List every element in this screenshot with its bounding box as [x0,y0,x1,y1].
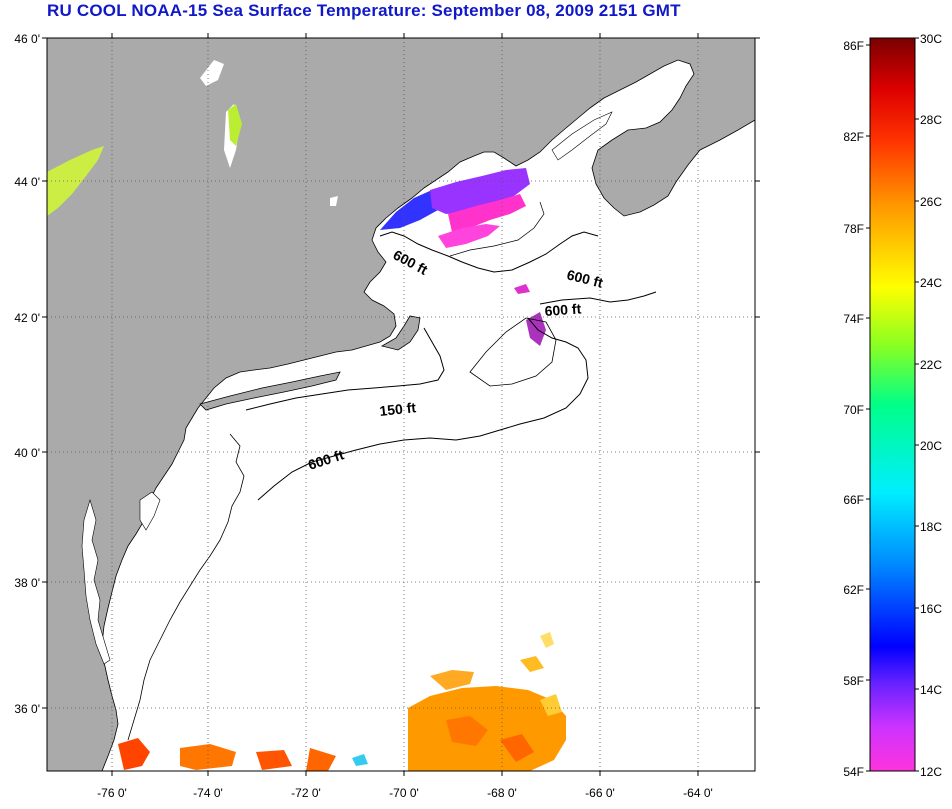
sst-patch-georges [526,312,546,346]
colorbar-label-f: 66F [843,493,864,507]
map-title: RU COOL NOAA-15 Sea Surface Temperature:… [47,1,681,20]
contour-line-600ft [539,291,657,305]
sst-patch-south [540,694,562,716]
colorbar-label-f: 82F [843,130,864,144]
lon-label: -68 0' [487,786,517,800]
lat-label: 46 0' [14,32,40,46]
colorbar-label-c: 26C [920,195,942,209]
contour-line-georges [469,317,557,387]
colorbar-label-f: 58F [843,674,864,688]
contour-line-600ft [379,231,599,273]
lake [200,60,224,86]
contour-line-gulf [449,201,545,257]
sst-patch-south [430,670,474,690]
colorbar-label-c: 14C [920,683,942,697]
lake [330,196,338,206]
colorbar-label-f: 86F [843,39,864,53]
colorbar-label-f: 54F [843,765,864,779]
lat-label: 40 0' [14,446,40,460]
sst-patch-gulf-of-maine [448,194,526,232]
sst-patch-gulf-of-maine [438,224,500,248]
sst-patch-south [180,744,236,770]
contour-line-coastal [127,433,245,741]
colorbar-label-c: 12C [920,765,942,779]
lat-label: 42 0' [14,311,40,325]
colorbar-label-c: 18C [920,520,942,534]
sst-patch-south [256,750,292,770]
delaware-bay [139,491,161,531]
axis-ticks [42,33,760,776]
contour-line-150ft [245,327,445,411]
lon-label: -64 0' [683,786,713,800]
colorbar [869,37,916,772]
land-mass [47,38,755,771]
colorbar-label-f: 62F [843,583,864,597]
long-island [199,371,341,411]
sst-patch-gulf-of-maine [380,190,446,230]
colorbar-label-f: 78F [843,222,864,236]
lon-label: -76 0' [97,786,127,800]
lon-label: -66 0' [585,786,615,800]
colorbar-label-c: 20C [920,439,942,453]
sst-patch-south [446,716,488,746]
colorbar-label-c: 24C [920,276,942,290]
sst-patch-south [540,632,554,648]
map-frame [46,37,756,772]
lon-label: -74 0' [193,786,223,800]
colorbar-ticks [866,37,919,772]
chesapeake-bay [81,498,111,665]
sst-patch-south [520,656,544,672]
colorbar-label-c: 30C [920,32,942,46]
contour-label: 600 ft [544,300,582,319]
colorbar-label-c: 22C [920,358,942,372]
cape-cod [380,315,421,351]
lat-label: 38 0' [14,576,40,590]
sst-patch-lake [228,104,242,146]
lat-label: 36 0' [14,702,40,716]
sst-patch-south [118,738,150,770]
sst-patch-south [306,748,336,771]
colorbar-label-c: 16C [920,602,942,616]
sst-patch-georges [514,284,530,294]
sst-patch-south [352,754,368,766]
lon-label: -72 0' [291,786,321,800]
sst-patch-south [500,734,534,762]
colorbar-label-f: 74F [843,312,864,326]
contour-label: 150 ft [379,399,417,419]
lon-label: -70 0' [389,786,419,800]
contour-line-600ft [257,317,589,501]
bay-of-fundy [551,111,613,161]
colorbar-label-c: 28C [920,113,942,127]
colorbar-label-f: 70F [843,403,864,417]
lat-label: 44 0' [14,175,40,189]
sst-patch-gulf-of-maine [430,168,530,214]
sst-patch-south [408,686,566,771]
